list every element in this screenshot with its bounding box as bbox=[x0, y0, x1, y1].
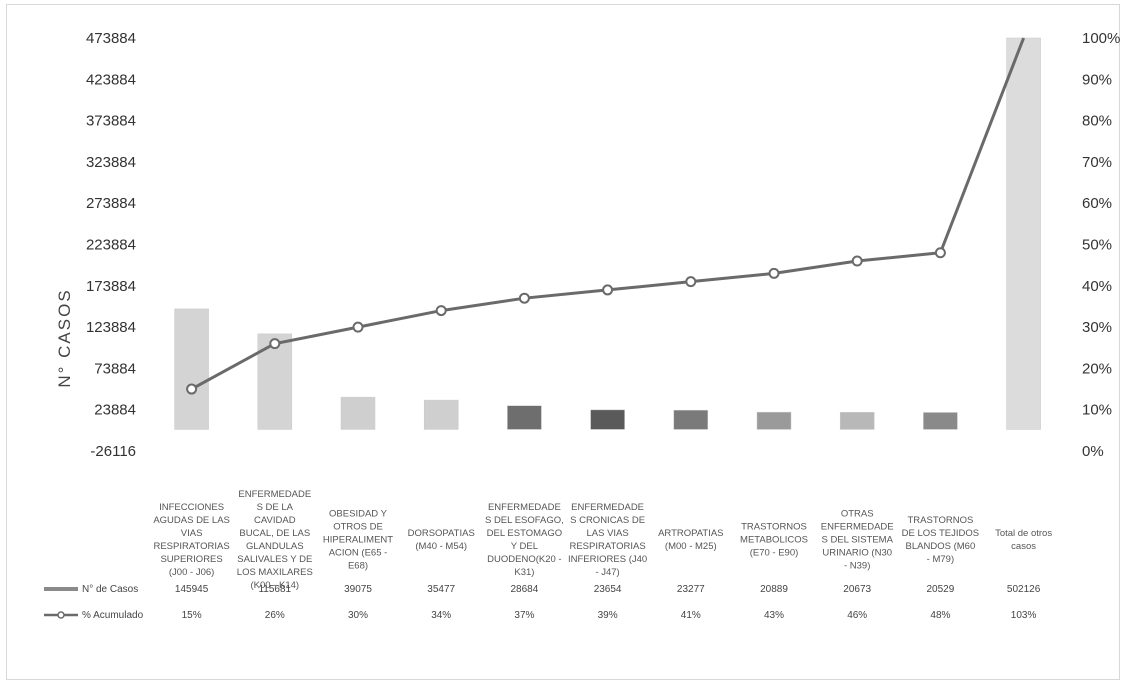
bar bbox=[673, 409, 709, 430]
table-cell: 115681 bbox=[258, 584, 291, 595]
category-labels: INFECCIONES AGUDAS DE LAS VIAS RESPIRATORIA… bbox=[153, 489, 1052, 591]
category-label: DORSOPATIAS (M40 - M54) bbox=[408, 528, 475, 552]
bar bbox=[423, 399, 459, 430]
y2-tick-label: 50% bbox=[1082, 237, 1112, 254]
table-cell: 48% bbox=[930, 610, 950, 621]
category-label: Total de otros casos bbox=[995, 528, 1052, 552]
table-cell: 23654 bbox=[594, 584, 622, 595]
y-tick-label: 273884 bbox=[86, 195, 136, 212]
bar bbox=[340, 396, 376, 430]
table-cell: 43% bbox=[764, 610, 784, 621]
y-axis-label: N° CASOS bbox=[55, 288, 74, 387]
cumulative-point bbox=[435, 305, 447, 317]
table-cell: 23277 bbox=[677, 584, 705, 595]
table-cell: 20529 bbox=[926, 584, 954, 595]
right-axis: 100% 90% 80% 70% 60% 50% 40% 30% 20% 10% 0% bbox=[1082, 30, 1120, 460]
cumulative-line bbox=[186, 37, 1025, 395]
table-cell: 46% bbox=[847, 610, 867, 621]
y2-tick-label: 70% bbox=[1082, 154, 1112, 171]
table-cell: 41% bbox=[681, 610, 701, 621]
left-axis: 473884 423884 373884 323884 273884 223884 1738… bbox=[86, 30, 136, 460]
table-cell: 15% bbox=[182, 610, 202, 621]
category-label: TRASTORNOS DE LOS TEJIDOS BLANDOS (M60- M7… bbox=[902, 515, 979, 565]
y-tick-label: 123884 bbox=[86, 319, 136, 336]
legend-key-bar bbox=[44, 587, 78, 591]
category-label: TRASTORNOS METABOLICOS (E70 - E90) bbox=[740, 522, 808, 559]
category-label: OTRAS ENFERMEDADE S DEL SISTEMA URINARIO (N… bbox=[821, 509, 894, 572]
cumulative-point bbox=[685, 276, 697, 288]
table-series-name: % Acumulado bbox=[82, 610, 144, 621]
bar bbox=[507, 405, 542, 430]
table-cell: 39% bbox=[598, 610, 618, 621]
cumulative-point bbox=[518, 292, 530, 304]
bar bbox=[923, 412, 958, 430]
y-tick-label: 373884 bbox=[86, 113, 136, 130]
y2-tick-label: 60% bbox=[1082, 195, 1112, 212]
y-tick-label: 323884 bbox=[86, 154, 136, 171]
legend-key-marker bbox=[57, 611, 65, 619]
y2-tick-label: 30% bbox=[1082, 319, 1112, 336]
category-label: OBESIDAD Y OTROS DE HIPERALIMENT ACION (E65… bbox=[323, 509, 393, 572]
cumulative-line-path bbox=[190, 37, 1025, 391]
y-tick-label: 23884 bbox=[94, 402, 136, 419]
table-series-name: N° de Casos bbox=[82, 584, 138, 595]
table-cell: 20889 bbox=[760, 584, 788, 595]
bar bbox=[590, 409, 625, 430]
table-cell: 26% bbox=[265, 610, 285, 621]
chart-frame bbox=[6, 4, 1120, 680]
table-cell: 502126 bbox=[1007, 584, 1041, 595]
bars bbox=[174, 37, 1041, 430]
table-cell: 28684 bbox=[510, 584, 538, 595]
y-tick-label: 423884 bbox=[86, 71, 136, 88]
y-tick-label: 473884 bbox=[86, 30, 136, 47]
category-label: ARTROPATIAS (M00 - M25) bbox=[658, 528, 723, 552]
cumulative-point bbox=[602, 284, 614, 296]
y-tick-label: 73884 bbox=[94, 360, 136, 377]
table-cell: 30% bbox=[348, 610, 368, 621]
y2-tick-label: 20% bbox=[1082, 360, 1112, 377]
bar bbox=[1006, 37, 1041, 430]
y2-tick-label: 80% bbox=[1082, 113, 1112, 130]
category-label: ENFERMEDADE S DE LA CAVIDAD BUCAL, DE LAS GL… bbox=[237, 489, 313, 591]
y2-tick-label: 90% bbox=[1082, 71, 1112, 88]
table-cell: 145945 bbox=[175, 584, 209, 595]
table-cell: 34% bbox=[431, 610, 451, 621]
data-table: N° de Casos 145945 115681 39075 35477 28684 23… bbox=[44, 584, 1041, 621]
cumulative-point bbox=[186, 383, 198, 395]
cumulative-point bbox=[851, 255, 863, 267]
y-tick-label: 223884 bbox=[86, 237, 136, 254]
cumulative-point bbox=[269, 338, 281, 350]
category-label: ENFERMEDADE S CRONICAS DE LAS VIAS RESPIRAT… bbox=[568, 502, 647, 578]
y2-tick-label: 100% bbox=[1082, 30, 1120, 47]
cumulative-point bbox=[934, 247, 946, 259]
table-cell: 20673 bbox=[843, 584, 871, 595]
cumulative-point bbox=[768, 267, 780, 279]
bar bbox=[756, 411, 792, 430]
table-cell: 35477 bbox=[427, 584, 455, 595]
table-cell: 37% bbox=[514, 610, 534, 621]
y2-tick-label: 40% bbox=[1082, 278, 1112, 295]
y2-tick-label: 0% bbox=[1082, 443, 1104, 460]
category-label: ENFERMEDADE S DEL ESOFAGO, DEL ESTOMAGO Y D… bbox=[485, 502, 564, 578]
y2-tick-label: 10% bbox=[1082, 402, 1112, 419]
table-cell: 39075 bbox=[344, 584, 372, 595]
y-tick-label: -26116 bbox=[90, 443, 136, 460]
table-cell: 103% bbox=[1011, 610, 1037, 621]
category-label: INFECCIONES AGUDAS DE LAS VIAS RESPIRATORIA… bbox=[153, 502, 230, 578]
y-tick-label: 173884 bbox=[86, 278, 136, 295]
bar bbox=[174, 308, 209, 430]
cumulative-point bbox=[352, 321, 364, 333]
bar bbox=[839, 412, 875, 430]
